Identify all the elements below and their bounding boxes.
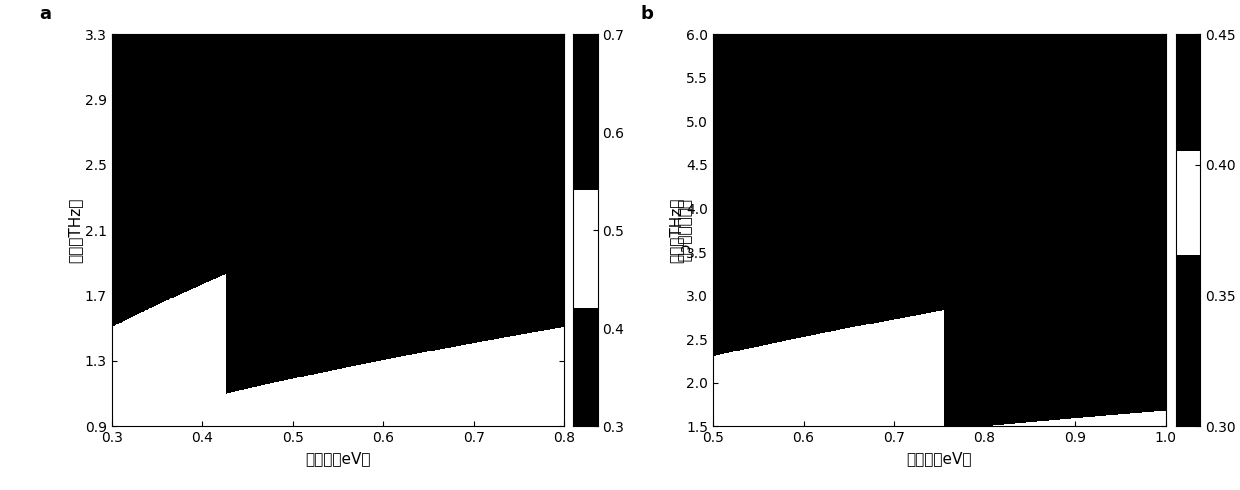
Y-axis label: 电子速度（c）: 电子速度（c） [676, 198, 691, 262]
Text: a: a [40, 4, 51, 23]
Text: b: b [641, 4, 653, 23]
Y-axis label: 频率（THz）: 频率（THz） [668, 197, 683, 263]
Text: r$_a$=3 μm: r$_a$=3 μm [144, 66, 207, 85]
Text: r$_a$=0.5 μm: r$_a$=0.5 μm [745, 66, 822, 85]
X-axis label: 化学势（eV）: 化学势（eV） [305, 451, 371, 465]
Y-axis label: 频率（THz）: 频率（THz） [67, 197, 82, 263]
X-axis label: 化学势（eV）: 化学势（eV） [906, 451, 972, 465]
